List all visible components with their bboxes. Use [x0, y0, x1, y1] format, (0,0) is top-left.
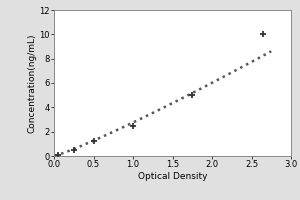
Y-axis label: Concentration(ng/mL): Concentration(ng/mL)	[28, 33, 37, 133]
X-axis label: Optical Density: Optical Density	[138, 172, 207, 181]
